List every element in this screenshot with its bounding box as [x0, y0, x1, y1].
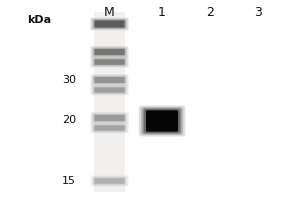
FancyBboxPatch shape [94, 20, 125, 28]
FancyBboxPatch shape [93, 20, 126, 28]
FancyBboxPatch shape [91, 112, 129, 124]
FancyBboxPatch shape [91, 57, 129, 67]
FancyBboxPatch shape [93, 87, 126, 93]
FancyBboxPatch shape [92, 47, 127, 57]
FancyBboxPatch shape [141, 107, 183, 135]
Text: 30: 30 [62, 75, 76, 85]
FancyBboxPatch shape [91, 85, 129, 95]
FancyBboxPatch shape [94, 49, 125, 55]
FancyBboxPatch shape [91, 176, 129, 186]
FancyBboxPatch shape [92, 86, 127, 94]
FancyBboxPatch shape [91, 46, 129, 58]
FancyBboxPatch shape [93, 76, 126, 84]
Text: 2: 2 [206, 5, 214, 19]
FancyBboxPatch shape [91, 123, 129, 133]
FancyBboxPatch shape [144, 109, 180, 133]
FancyBboxPatch shape [146, 110, 178, 132]
FancyBboxPatch shape [92, 19, 127, 29]
FancyBboxPatch shape [93, 177, 126, 185]
Text: kDa: kDa [27, 15, 51, 25]
FancyBboxPatch shape [93, 114, 126, 122]
FancyBboxPatch shape [91, 18, 129, 30]
FancyBboxPatch shape [94, 125, 125, 131]
Text: M: M [104, 5, 115, 19]
FancyBboxPatch shape [93, 48, 126, 56]
FancyBboxPatch shape [92, 75, 127, 85]
Text: 15: 15 [62, 176, 76, 186]
FancyBboxPatch shape [139, 106, 185, 136]
FancyBboxPatch shape [92, 58, 127, 66]
FancyBboxPatch shape [91, 74, 129, 86]
FancyBboxPatch shape [94, 178, 125, 184]
FancyBboxPatch shape [92, 124, 127, 132]
Text: 1: 1 [158, 5, 166, 19]
Text: 20: 20 [62, 115, 76, 125]
FancyBboxPatch shape [92, 113, 127, 123]
FancyBboxPatch shape [93, 58, 126, 66]
FancyBboxPatch shape [94, 77, 125, 83]
FancyBboxPatch shape [94, 115, 125, 121]
FancyBboxPatch shape [143, 108, 182, 134]
Bar [94, 12, 125, 192]
FancyBboxPatch shape [94, 59, 125, 65]
FancyBboxPatch shape [92, 177, 127, 185]
Text: 3: 3 [254, 5, 262, 19]
FancyBboxPatch shape [93, 125, 126, 131]
FancyBboxPatch shape [94, 87, 125, 93]
